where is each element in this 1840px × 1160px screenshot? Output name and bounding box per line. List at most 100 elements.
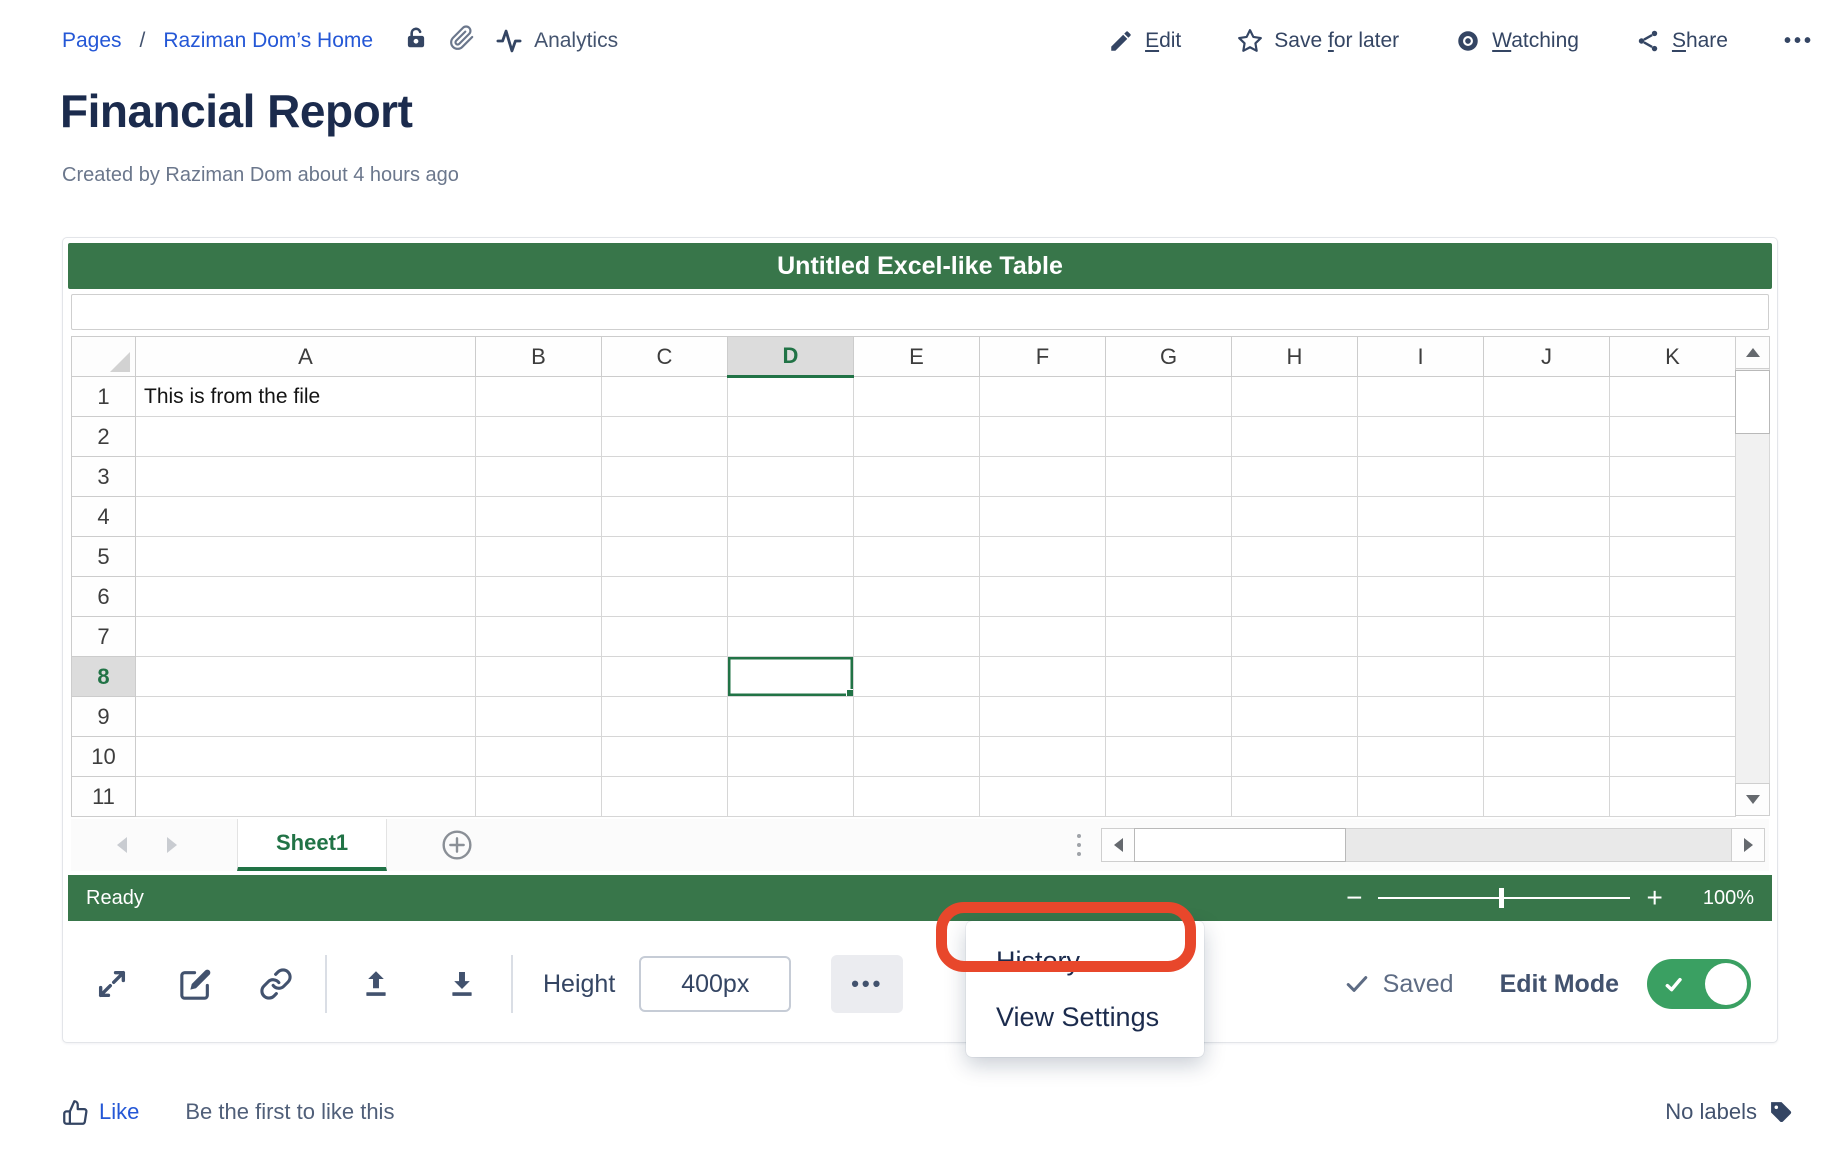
cell-C10[interactable] [601,736,728,777]
cell-E5[interactable] [853,536,980,577]
menu-item-view-settings[interactable]: View Settings [996,1001,1160,1032]
column-header-A[interactable]: A [135,336,476,377]
cell-F3[interactable] [979,456,1106,497]
copy-link-button[interactable] [253,961,299,1007]
cell-F7[interactable] [979,616,1106,657]
zoom-out-button[interactable]: − [1346,882,1363,913]
cell-I10[interactable] [1357,736,1484,777]
cell-K6[interactable] [1609,576,1736,617]
cell-I6[interactable] [1357,576,1484,617]
cell-G9[interactable] [1105,696,1232,737]
add-sheet-button[interactable] [441,829,473,861]
cell-K9[interactable] [1609,696,1736,737]
cell-J2[interactable] [1483,416,1610,457]
cell-J1[interactable] [1483,376,1610,417]
row-header-4[interactable]: 4 [71,496,136,537]
cell-G8[interactable] [1105,656,1232,697]
cell-G11[interactable] [1105,776,1232,817]
cell-B1[interactable] [475,376,602,417]
cell-F1[interactable] [979,376,1106,417]
cell-D3[interactable] [727,456,854,497]
cell-B2[interactable] [475,416,602,457]
cell-J9[interactable] [1483,696,1610,737]
cell-J4[interactable] [1483,496,1610,537]
save-for-later-button[interactable]: Save for later [1237,28,1399,54]
cell-E3[interactable] [853,456,980,497]
cell-C9[interactable] [601,696,728,737]
column-header-E[interactable]: E [853,336,980,377]
row-header-8[interactable]: 8 [71,656,136,697]
vertical-scroll-track[interactable] [1736,434,1769,784]
unlocked-icon[interactable] [403,25,429,57]
cell-B5[interactable] [475,536,602,577]
cell-J7[interactable] [1483,616,1610,657]
cell-H8[interactable] [1231,656,1358,697]
cell-I11[interactable] [1357,776,1484,817]
cell-K1[interactable] [1609,376,1736,417]
cell-J5[interactable] [1483,536,1610,577]
menu-item-history[interactable]: History [996,945,1081,976]
row-header-11[interactable]: 11 [71,776,136,817]
cell-H10[interactable] [1231,736,1358,777]
cell-E4[interactable] [853,496,980,537]
share-button[interactable]: Share [1635,28,1728,54]
cell-D4[interactable] [727,496,854,537]
cell-H1[interactable] [1231,376,1358,417]
cell-F4[interactable] [979,496,1106,537]
cell-A11[interactable] [135,776,476,817]
cell-G2[interactable] [1105,416,1232,457]
cell-A5[interactable] [135,536,476,577]
cell-I9[interactable] [1357,696,1484,737]
cell-F2[interactable] [979,416,1106,457]
row-header-6[interactable]: 6 [71,576,136,617]
analytics-button[interactable]: Analytics [495,27,618,55]
cell-A9[interactable] [135,696,476,737]
more-actions-button[interactable]: ••• [1783,29,1814,52]
cell-E9[interactable] [853,696,980,737]
select-all-corner[interactable] [71,336,136,377]
scrollbar-grip-icon[interactable] [1077,834,1081,856]
cell-G10[interactable] [1105,736,1232,777]
breadcrumb-space-link[interactable]: Raziman Dom’s Home [163,29,374,52]
horizontal-scrollbar[interactable] [1101,828,1765,862]
cell-H11[interactable] [1231,776,1358,817]
cell-E8[interactable] [853,656,980,697]
cell-G1[interactable] [1105,376,1232,417]
cell-K4[interactable] [1609,496,1736,537]
cell-E2[interactable] [853,416,980,457]
zoom-in-button[interactable]: + [1646,882,1663,913]
scroll-down-button[interactable] [1735,783,1770,816]
cell-D8[interactable] [727,656,854,697]
cell-D9[interactable] [727,696,854,737]
column-header-G[interactable]: G [1105,336,1232,377]
cell-B8[interactable] [475,656,602,697]
cell-F11[interactable] [979,776,1106,817]
edit-table-button[interactable] [173,961,219,1007]
cell-K10[interactable] [1609,736,1736,777]
zoom-slider[interactable] [1378,888,1631,908]
cell-E1[interactable] [853,376,980,417]
column-header-I[interactable]: I [1357,336,1484,377]
cell-F10[interactable] [979,736,1106,777]
cell-I5[interactable] [1357,536,1484,577]
cell-I1[interactable] [1357,376,1484,417]
horizontal-scroll-thumb[interactable] [1134,828,1346,862]
cell-B11[interactable] [475,776,602,817]
cell-A10[interactable] [135,736,476,777]
cell-A2[interactable] [135,416,476,457]
breadcrumb-pages-link[interactable]: Pages [62,29,122,52]
cell-I2[interactable] [1357,416,1484,457]
cell-B9[interactable] [475,696,602,737]
cell-B7[interactable] [475,616,602,657]
cell-C7[interactable] [601,616,728,657]
cell-C3[interactable] [601,456,728,497]
edit-button[interactable]: Edit [1108,28,1181,54]
cell-K2[interactable] [1609,416,1736,457]
cell-H2[interactable] [1231,416,1358,457]
cell-H4[interactable] [1231,496,1358,537]
cell-I3[interactable] [1357,456,1484,497]
cell-D2[interactable] [727,416,854,457]
cell-J11[interactable] [1483,776,1610,817]
cell-A4[interactable] [135,496,476,537]
cell-D5[interactable] [727,536,854,577]
